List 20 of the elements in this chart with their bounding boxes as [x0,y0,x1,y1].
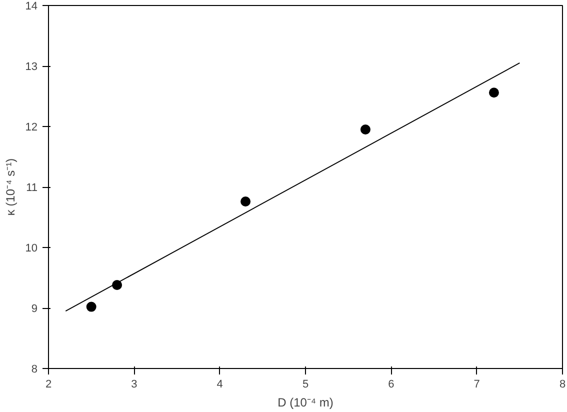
point [488,88,499,98]
point [360,124,370,135]
y-tick-label: 8 [31,364,38,376]
x-tick-label: 7 [474,378,480,390]
y-axis-title: κ (10⁻⁴ s⁻¹) [3,158,18,216]
point [240,196,251,207]
x-tick-label: 2 [45,378,52,390]
y-tick-label: 12 [25,122,38,134]
y-tick-label: 11 [26,182,38,194]
point [86,302,96,312]
y-tick-label: 13 [25,61,38,73]
x-tick-label: 8 [559,378,566,390]
x-tick-label: 3 [131,378,138,390]
x-tick-label: 6 [388,378,394,390]
y-tick-label: 9 [31,303,38,315]
x-tick-label: 5 [302,378,309,390]
x-axis-title: D (10⁻⁴ m) [278,396,334,410]
y-tick-label: 14 [25,0,38,12]
y-tick-label: 10 [25,242,38,254]
x-tick-label: 4 [216,378,223,390]
